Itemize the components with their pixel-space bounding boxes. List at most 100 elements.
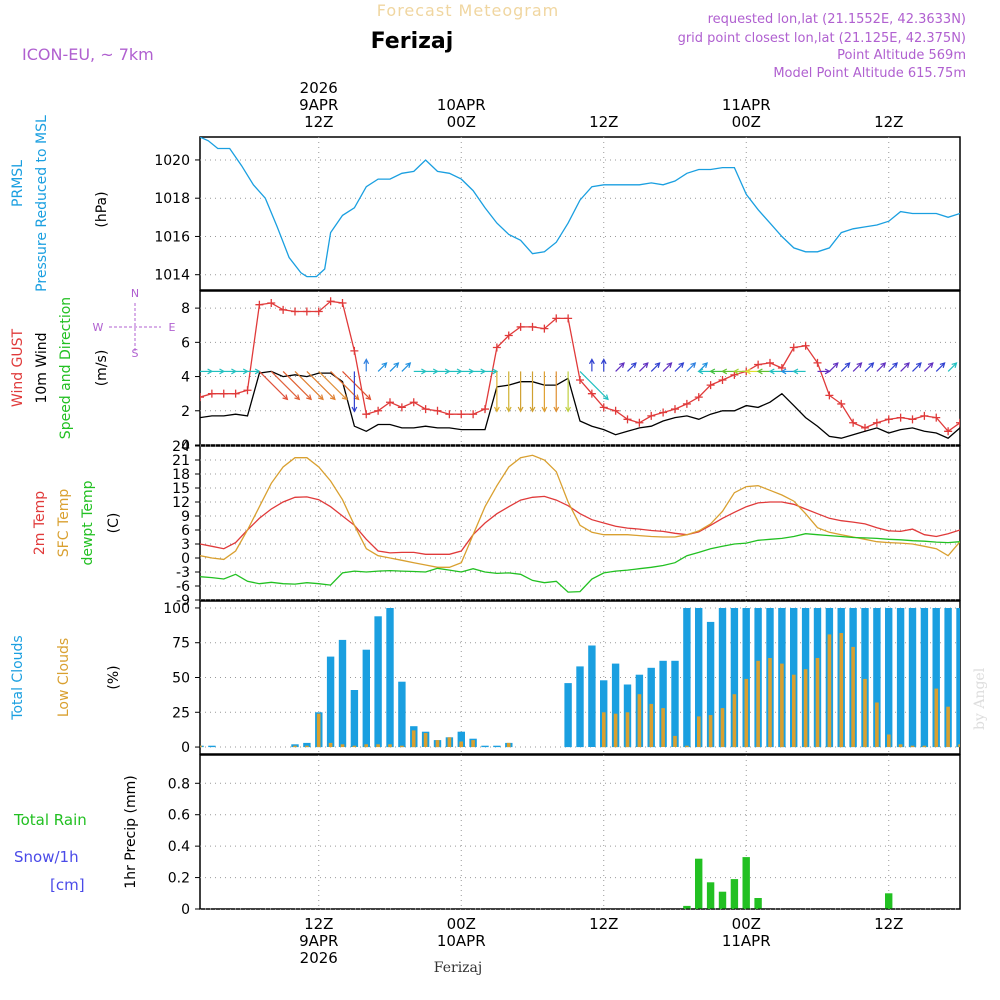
top-axis-label: 12Z [589,113,618,131]
y-tick-label: 24 [172,439,190,455]
bar-low-clouds [200,745,202,748]
wind-arrow [258,370,288,400]
bar-total-clouds [457,731,465,747]
y-tick-label: 0 [181,740,190,756]
wind-arrow-head [768,368,775,375]
bar-low-clouds [792,674,796,747]
wind-arrow-head [678,362,685,368]
y-tick-label: 100 [163,601,190,617]
gust-point [409,398,418,407]
bar-total-clouds [362,649,370,748]
bar-low-clouds [613,713,618,748]
bar-total-clouds [208,745,216,748]
plot-area-clouds [200,608,960,748]
bar-total-clouds [683,608,691,748]
top-axis-label: 9APR [299,96,338,114]
bar-low-clouds [851,646,855,747]
bar-low-clouds [340,744,345,748]
series-wind10m [200,370,960,439]
y-tick-label: -9 [176,593,190,609]
gust-point [302,307,311,316]
bar-total-clouds [742,608,750,748]
wind-arrow-head [951,362,958,368]
watermark: by Angel [972,667,988,730]
bar-total-clouds [695,608,703,748]
bar-total-clouds [481,745,489,748]
gust-point [243,386,252,395]
bar-low-clouds [934,688,939,747]
wind-arrow-head [341,394,348,401]
gust-point [801,341,810,350]
top-axis-label: 00Z [447,113,476,131]
bar-total-clouds [493,745,501,748]
gust-point [397,403,406,412]
wind-arrow-head [541,406,548,413]
gust-point [433,406,442,415]
wind-arrow [888,362,898,372]
bar-low-clouds [400,745,404,748]
gust-point [920,411,929,420]
gust-point [314,307,323,316]
wind-arrow-head [756,368,763,375]
bar-low-clouds [376,744,380,748]
plot-area-wind [200,297,960,439]
y-tick-label: 1018 [154,191,190,207]
gust-point [267,298,276,307]
gust-point [766,358,774,367]
gust-point [587,389,596,398]
wind-arrow-head [318,394,324,401]
gust-point [956,418,960,427]
y-tick-label: 2 [181,404,190,420]
y-tick-label: 0.2 [168,871,190,887]
bar-low-clouds [863,678,867,748]
gust-point [682,399,691,408]
footer-label: Ferizaj [434,960,482,976]
wind-arrow-head [702,362,708,368]
gust-point [219,389,228,398]
gust-point [896,413,905,422]
bottom-time-axis: 12Z9APR202600Z10APR12Z00Z11APR12Z00Z12AP… [299,915,903,967]
y-tick-label: 25 [172,705,190,721]
plot-area-temperature [200,454,960,593]
wind-arrow [662,362,672,372]
wind-arrow-head [856,362,863,368]
wind-arrow-head [492,368,499,375]
wind-arrow-head [832,362,839,368]
bar-total-clouds [861,608,869,748]
y-tick-label: 6 [181,523,190,539]
wind-arrow-head [600,358,607,365]
bar-total-clouds [564,683,572,748]
bar-total-clouds [291,744,299,748]
wind-arrow-head [927,362,934,368]
wind-arrow [923,362,934,372]
wind-arrow-head [393,362,400,368]
y-tick-label: 0.6 [168,808,190,824]
wind-arrow [912,362,922,372]
bottom-axis-label: 2026 [300,949,338,967]
panel-frame [199,290,961,446]
wind-arrow [828,362,839,372]
y-tick-label: -3 [176,565,190,581]
bar-low-clouds [423,733,428,747]
wind-arrow [852,362,862,372]
wind-arrow-head [405,362,412,368]
bar-total-clouds [588,645,596,747]
gust-point [564,314,573,323]
top-axis-label: 12Z [304,113,333,131]
wind-arrow-head [329,394,336,401]
bottom-axis-label: 00Z [732,915,761,933]
gust-point [825,391,834,400]
bar-low-clouds [625,712,630,748]
wind-arrow-head [792,368,799,375]
panel-label-rain: Total Rain [13,811,87,829]
bar-low-clouds [661,708,665,747]
bar-total-clouds [932,608,940,748]
wind-arrow-head [553,406,560,413]
bar-total-clouds [944,608,952,748]
bar-low-clouds [803,669,808,748]
wind-arrow-head [630,362,637,368]
bar-low-clouds [293,745,297,748]
panel-clouds: 0 25 50 75 100 Total Clouds Low Clouds (%) [10,600,961,756]
bar-low-clouds [780,663,784,748]
